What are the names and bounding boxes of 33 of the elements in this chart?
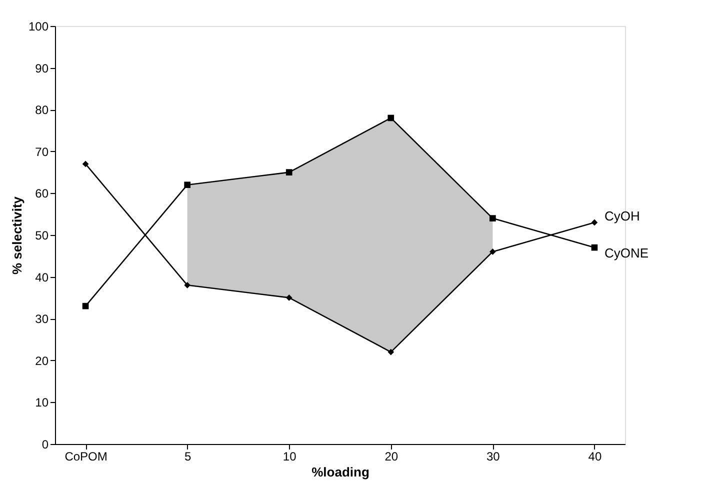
- y-tick-label: 70: [35, 144, 49, 159]
- y-tick-label: 20: [35, 354, 49, 368]
- point: [286, 169, 292, 176]
- point: [82, 160, 89, 168]
- x-tick-label: CoPOM: [64, 450, 108, 464]
- series-label: CyONE: [604, 246, 649, 261]
- x-tick-label: 5: [184, 450, 192, 464]
- y-tick-label: 30: [35, 312, 49, 326]
- y-tick-label: 60: [35, 186, 49, 201]
- x-tick-label: 30: [486, 450, 500, 464]
- y-tick-label: 50: [35, 228, 49, 242]
- y-tick-label: 90: [35, 61, 49, 76]
- point: [184, 282, 190, 288]
- point: [388, 114, 394, 122]
- point: [591, 219, 598, 226]
- y-tick-label: 100: [28, 20, 49, 34]
- y-tick-label: 10: [35, 396, 49, 410]
- y-axis-title: % selectivity: [9, 196, 24, 275]
- x-tick-label: 20: [384, 450, 398, 464]
- y-tick-label: 40: [35, 270, 49, 284]
- x-axis-title: %loading: [312, 464, 370, 480]
- point: [490, 215, 496, 222]
- point: [490, 248, 496, 255]
- point: [388, 348, 394, 356]
- x-tick-label: 10: [282, 450, 297, 464]
- series-label: CyOH: [604, 208, 640, 224]
- point: [82, 302, 89, 310]
- y-tick-label: 0: [42, 438, 49, 452]
- point: [286, 294, 292, 301]
- point: [591, 244, 598, 251]
- point: [184, 182, 190, 188]
- x-tick-label: 40: [588, 450, 602, 464]
- y-tick-label: 80: [35, 103, 49, 118]
